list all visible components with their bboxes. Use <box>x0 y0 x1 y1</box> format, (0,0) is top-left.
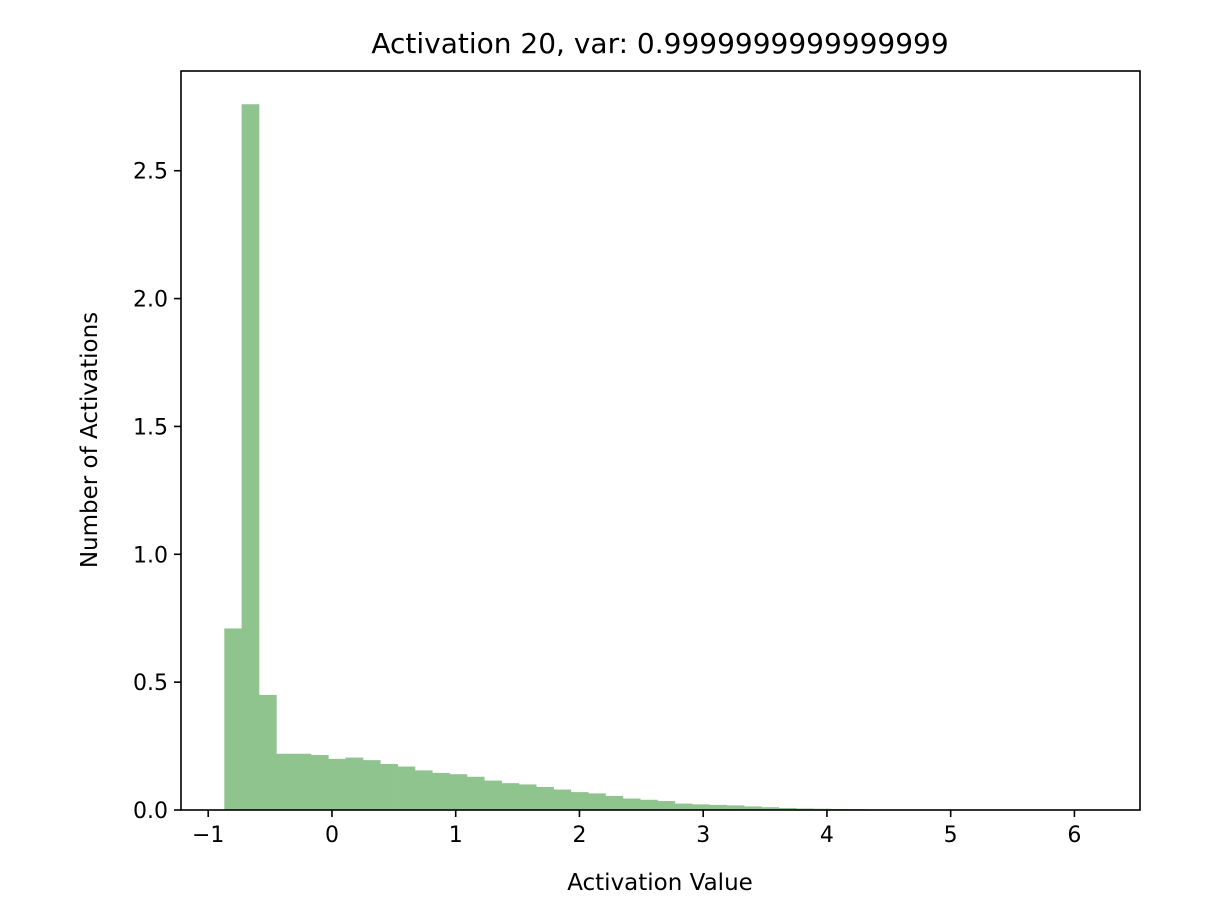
histogram-bar <box>744 806 762 810</box>
y-tick-label: 1.0 <box>133 543 168 568</box>
x-tick-label: 5 <box>944 823 958 848</box>
histogram-bar <box>241 104 260 811</box>
x-tick-label: 4 <box>820 823 834 848</box>
histogram-bar <box>380 763 398 810</box>
histogram-bar <box>657 801 676 810</box>
histogram-bar <box>276 753 294 810</box>
histogram-bar <box>484 780 502 810</box>
histogram-bar <box>328 758 346 810</box>
x-tick-label: 3 <box>696 823 710 848</box>
histogram-bar <box>778 807 797 810</box>
y-tick-label: 0.0 <box>133 799 168 824</box>
histogram-bar <box>605 795 624 810</box>
x-tick-label: 6 <box>1067 823 1081 848</box>
histogram-bar <box>293 753 312 810</box>
histogram-bar <box>414 770 433 810</box>
histogram-bar <box>224 628 243 810</box>
histogram-bar <box>345 757 364 810</box>
y-tick-label: 1.5 <box>133 415 168 440</box>
histogram-bar <box>588 793 606 810</box>
histogram-bar <box>466 776 485 810</box>
x-tick-label: 1 <box>449 823 463 848</box>
histogram-bar <box>709 804 728 810</box>
histogram-bar <box>536 786 554 810</box>
plot-frame <box>180 70 1141 811</box>
histogram-bar <box>518 784 537 810</box>
histogram-bar <box>726 805 745 810</box>
histogram-bar <box>397 766 416 810</box>
x-axis-ticks: −1 0 1 2 3 4 5 6 <box>192 810 1081 848</box>
histogram-bar <box>501 783 520 810</box>
y-tick-label: 2.0 <box>133 288 168 313</box>
histogram-bar <box>449 774 468 810</box>
bars-group <box>224 104 1091 811</box>
y-tick-label: 0.5 <box>133 671 168 696</box>
histogram-bar <box>570 792 589 810</box>
histogram-bar <box>640 799 658 810</box>
x-tick-label: 0 <box>325 823 339 848</box>
histogram-bar <box>761 807 780 810</box>
histogram-bar <box>674 803 693 810</box>
x-axis-label: Activation Value <box>567 870 753 896</box>
histogram-bar <box>362 760 381 810</box>
histogram-bar <box>553 789 572 810</box>
histogram-bar <box>310 755 329 810</box>
x-tick-label: 2 <box>572 823 586 848</box>
histogram-bar <box>692 804 710 810</box>
y-axis-label: Number of Activations <box>77 312 103 568</box>
chart-title: Activation 20, var: 0.9999999999999999 <box>371 27 948 60</box>
histogram-bar <box>258 694 277 810</box>
x-tick-label: −1 <box>192 823 224 848</box>
histogram-bar <box>622 798 641 810</box>
y-axis-ticks: 0.0 0.5 1.0 1.5 2.0 2.5 <box>133 160 181 824</box>
y-tick-label: 2.5 <box>133 160 168 185</box>
histogram-bar <box>432 772 450 810</box>
